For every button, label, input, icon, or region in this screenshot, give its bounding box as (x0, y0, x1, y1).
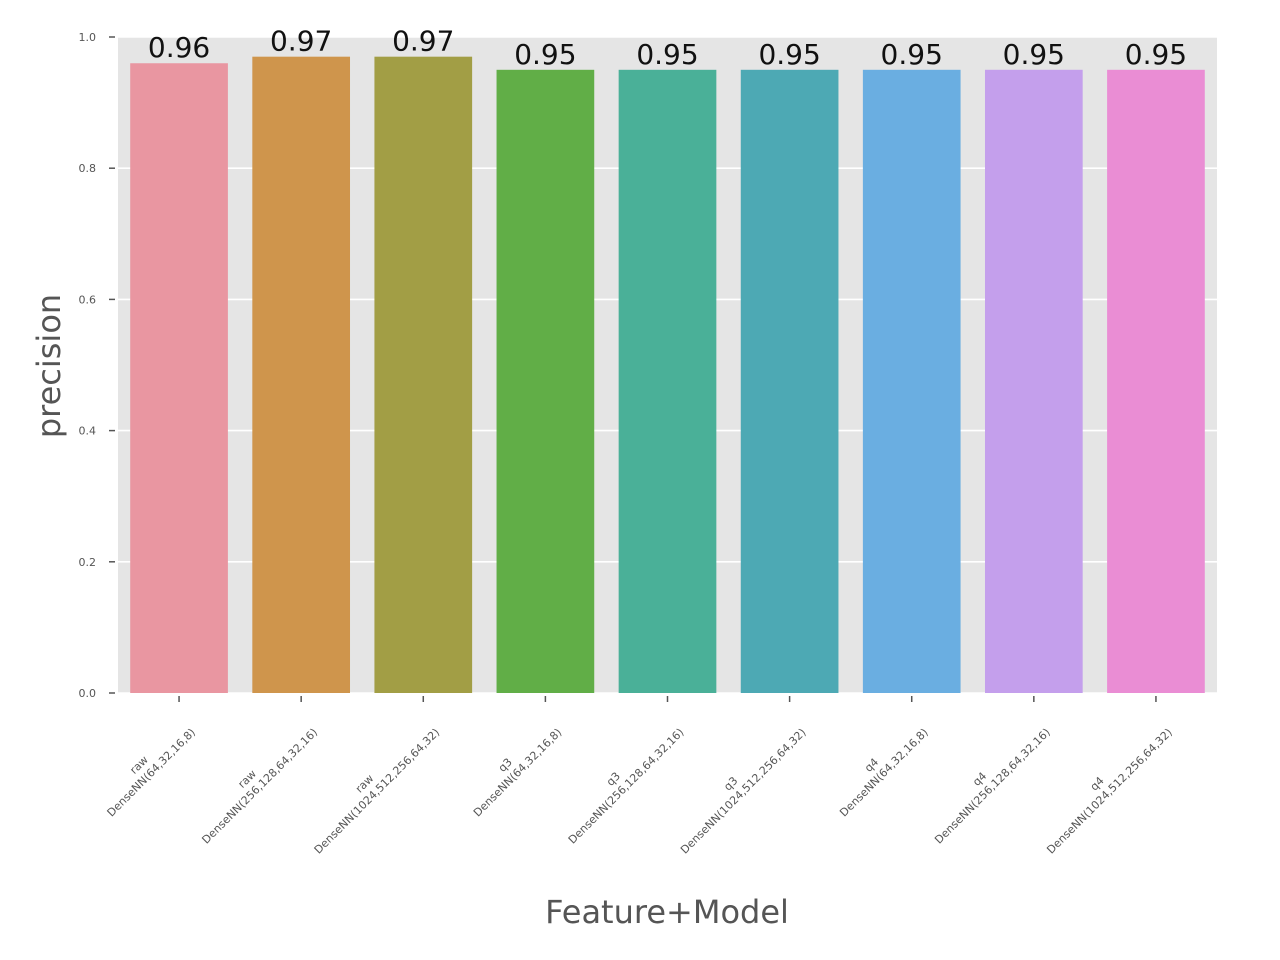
x-tick-label-model: DenseNN(1024,512,256,64,32) (678, 726, 809, 857)
x-tick-label-model: DenseNN(256,128,64,32,16) (566, 726, 687, 847)
y-tick-label: 0.8 (79, 162, 97, 175)
bar (740, 69, 839, 694)
y-tick-label: 0.2 (79, 556, 97, 569)
bar-value-label: 0.97 (392, 25, 454, 58)
bar-value-label: 0.95 (881, 38, 943, 71)
bar (252, 56, 351, 694)
x-tick-label-model: DenseNN(256,128,64,32,16) (199, 726, 320, 847)
bar (1107, 69, 1205, 694)
y-axis-title: precision (30, 294, 68, 438)
bar-value-label: 0.96 (148, 31, 210, 64)
bar (496, 69, 595, 694)
bar (130, 63, 228, 694)
x-tick-label-model: DenseNN(1024,512,256,64,32) (312, 726, 443, 857)
bar-value-label: 0.95 (758, 38, 820, 71)
bar (618, 69, 717, 694)
bar (374, 56, 473, 694)
bar-value-label: 0.97 (270, 25, 332, 58)
x-tick-label-model: DenseNN(64,32,16,8) (471, 726, 565, 820)
bar-value-label: 0.95 (1003, 38, 1065, 71)
x-tick-label-model: DenseNN(64,32,16,8) (105, 726, 199, 820)
x-tick-label-model: DenseNN(1024,512,256,64,32) (1044, 726, 1175, 857)
bar-value-label: 0.95 (636, 38, 698, 71)
bar-value-label: 0.95 (1125, 38, 1187, 71)
y-tick-label: 0.6 (79, 293, 97, 306)
y-tick-label: 0.0 (79, 687, 97, 700)
data-labels: 0.96 0.97 0.97 0.95 0.95 0.95 0.95 0.95 0.95 (148, 25, 1187, 71)
bars (130, 56, 1205, 694)
x-axis-title: Feature+Model (545, 893, 789, 931)
bar (862, 69, 961, 694)
bar-value-label: 0.95 (514, 38, 576, 71)
x-tick-label-model: DenseNN(64,32,16,8) (837, 726, 931, 820)
y-tick-label: 1.0 (79, 31, 97, 44)
x-tick-label-model: DenseNN(256,128,64,32,16) (932, 726, 1053, 847)
bar (984, 69, 1083, 694)
y-axis: 0.0 0.2 0.4 0.6 0.8 1.0 (79, 31, 115, 700)
y-tick-label: 0.4 (79, 425, 97, 438)
